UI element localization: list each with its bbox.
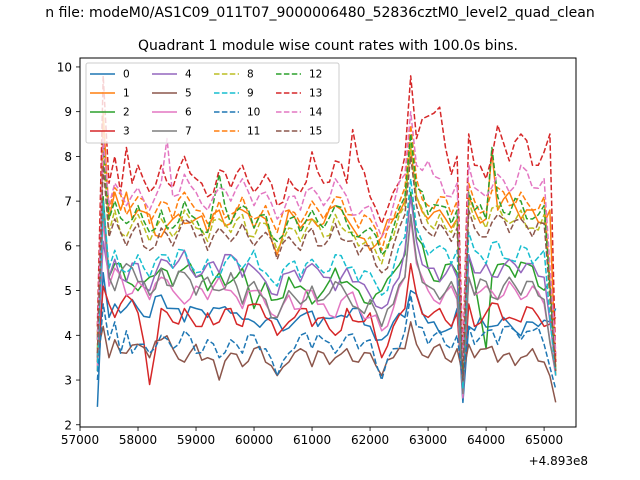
x-axis: 57000 58000 59000 60000 61000 62000 63000 64000… [61,427,563,447]
y-tick-label: 2 [64,418,72,432]
legend-label-5: 5 [185,88,192,100]
series-line-8 [96,142,557,377]
x-tick-label: 62000 [351,433,389,447]
y-tick-label: 8 [64,150,72,164]
series-line-10 [96,294,557,390]
series-line-6 [96,218,557,399]
y-tick-label: 10 [57,60,72,74]
y-axis: 2 3 4 5 6 7 8 9 10 [57,60,80,432]
y-tick-label: 9 [64,105,72,119]
legend-label-4: 4 [185,69,192,81]
series-line-4 [96,195,557,390]
legend-label-2: 2 [123,107,130,119]
x-axis-offset-label: +4.893e8 [529,454,588,468]
legend-box [85,62,340,144]
x-tick-label: 57000 [61,433,99,447]
legend-label-12: 12 [309,69,322,81]
axes-frame [79,57,577,428]
series-line-12 [96,133,557,372]
legend-label-10: 10 [247,107,260,119]
y-tick-label: 6 [64,239,72,253]
x-tick-label: 59000 [177,433,215,447]
x-tick-label: 61000 [293,433,331,447]
legend-label-6: 6 [185,107,192,119]
series-lines [96,75,557,407]
series-line-1 [96,110,557,381]
x-tick-label: 64000 [467,433,505,447]
legend-label-1: 1 [123,88,130,100]
legend-label-8: 8 [247,69,254,81]
series-line-15 [96,155,557,381]
x-tick-label: 60000 [235,433,273,447]
x-tick-label: 65000 [525,433,563,447]
plot-area: 57000 58000 59000 60000 61000 62000 63000 64000… [57,57,588,468]
y-tick-label: 4 [64,329,72,343]
legend-label-13: 13 [309,88,322,100]
legend-label-9: 9 [247,88,254,100]
y-tick-label: 5 [64,284,72,298]
series-line-7 [96,204,557,395]
series-line-14 [96,110,557,363]
legend-label-3: 3 [123,126,130,138]
series-line-3 [96,262,557,395]
legend-label-15: 15 [309,126,322,138]
figure-suptitle: n file: modeM0/AS1C09_011T07_9000006480_… [45,5,594,21]
y-tick-label: 3 [64,374,72,388]
chart-title: Quadrant 1 module wise count rates with … [138,38,518,54]
y-tick-label: 7 [64,195,72,209]
x-tick-label: 58000 [119,433,157,447]
legend-label-0: 0 [123,69,130,81]
series-line-13 [96,75,557,363]
legend-label-11: 11 [247,126,260,138]
legend-label-14: 14 [309,107,323,119]
series-line-11 [96,124,557,368]
series-line-0 [96,271,557,407]
x-tick-label: 63000 [409,433,447,447]
legend-label-7: 7 [185,126,192,138]
series-line-5 [96,321,557,403]
